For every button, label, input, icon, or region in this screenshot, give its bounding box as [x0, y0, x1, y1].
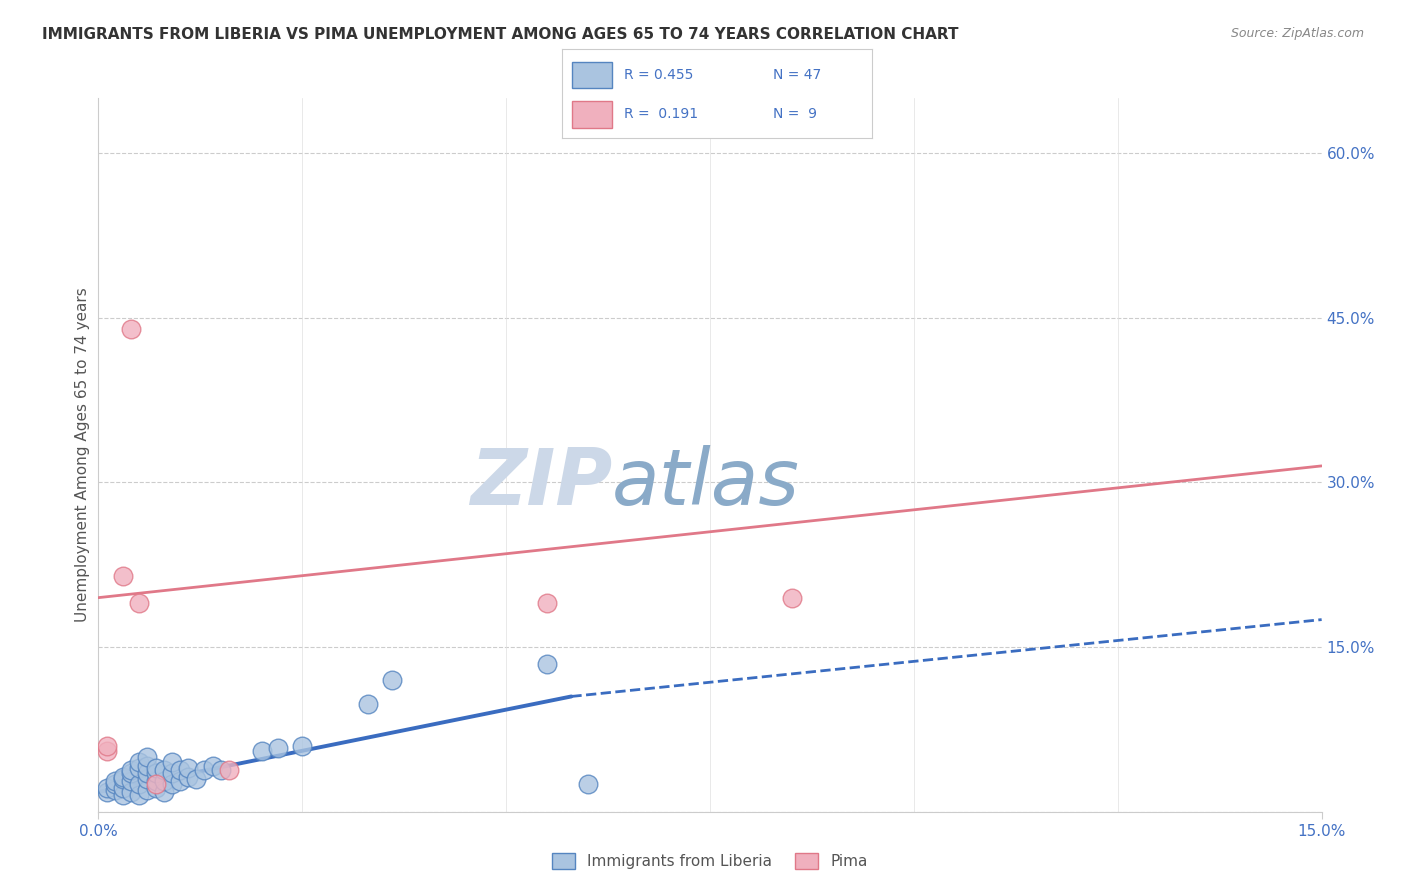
Point [169, 763, 191, 777]
Text: ZIP: ZIP [470, 445, 612, 522]
Point [104, 782, 127, 797]
Point [381, 673, 404, 687]
Point [96, 785, 118, 799]
Point [96, 744, 118, 758]
Point [136, 782, 159, 797]
Text: Source: ZipAtlas.com: Source: ZipAtlas.com [1230, 27, 1364, 40]
Text: N =  9: N = 9 [773, 107, 817, 121]
Text: IMMIGRANTS FROM LIBERIA VS PIMA UNEMPLOYMENT AMONG AGES 65 TO 74 YEARS CORRELATI: IMMIGRANTS FROM LIBERIA VS PIMA UNEMPLOY… [42, 27, 959, 42]
Point [136, 758, 159, 772]
Point [152, 774, 174, 789]
Point [291, 739, 314, 753]
Point [152, 763, 174, 777]
Legend: Immigrants from Liberia, Pima: Immigrants from Liberia, Pima [546, 847, 875, 875]
Point [120, 321, 142, 335]
Point [160, 777, 183, 791]
Point [267, 741, 290, 756]
Point [128, 761, 150, 775]
Point [250, 744, 273, 758]
Point [576, 777, 599, 791]
Text: N = 47: N = 47 [773, 68, 821, 82]
Bar [572, 62, 612, 88]
Point [96, 780, 118, 795]
Point [177, 761, 200, 775]
Point [104, 777, 127, 791]
Text: R = 0.455: R = 0.455 [624, 68, 693, 82]
Point [186, 772, 208, 786]
Y-axis label: Unemployment Among Ages 65 to 74 years: Unemployment Among Ages 65 to 74 years [75, 287, 90, 623]
Point [120, 763, 142, 777]
Point [145, 774, 167, 789]
Point [160, 766, 183, 780]
Point [536, 657, 558, 671]
Point [136, 749, 159, 764]
Point [120, 774, 142, 789]
Point [780, 591, 803, 605]
Point [136, 766, 159, 780]
Point [111, 770, 134, 784]
Bar [572, 101, 612, 128]
Point [120, 766, 142, 780]
Point [96, 739, 118, 753]
Point [160, 756, 183, 770]
Point [152, 785, 174, 799]
Point [120, 785, 142, 799]
Point [111, 789, 134, 803]
Point [128, 777, 150, 791]
Point [111, 568, 134, 582]
Text: R =  0.191: R = 0.191 [624, 107, 699, 121]
Point [145, 777, 167, 791]
Point [193, 763, 215, 777]
Text: atlas: atlas [612, 445, 800, 522]
Point [536, 596, 558, 610]
Point [218, 763, 240, 777]
Point [104, 774, 127, 789]
Point [111, 780, 134, 795]
Point [145, 761, 167, 775]
Point [128, 789, 150, 803]
Point [111, 772, 134, 786]
Point [356, 697, 378, 711]
Point [201, 758, 224, 772]
Point [128, 756, 150, 770]
Point [145, 766, 167, 780]
Point [177, 770, 200, 784]
Point [169, 774, 191, 789]
Point [128, 596, 150, 610]
Point [145, 780, 167, 795]
Point [209, 763, 232, 777]
Point [136, 772, 159, 786]
